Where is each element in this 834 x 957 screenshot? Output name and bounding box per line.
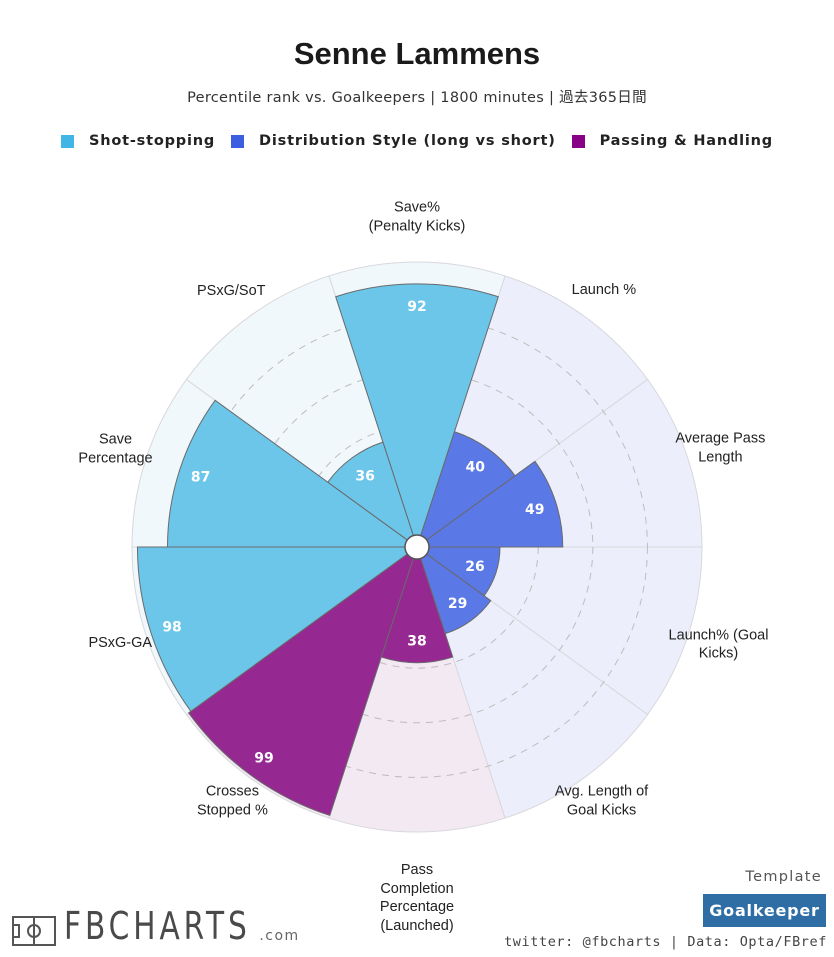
value-label-7: 98 <box>162 620 181 636</box>
legend-label-passing: Passing & Handling <box>599 133 773 149</box>
category-label-2: Average Pass Length <box>675 430 766 466</box>
value-label-4: 29 <box>448 596 467 612</box>
category-label-8: Save Percentage <box>78 431 153 467</box>
category-label-6: Crosses Stopped % <box>196 783 268 819</box>
category-label-9: PSxG/SoT <box>197 283 266 300</box>
legend-swatch-passing <box>571 134 585 148</box>
value-label-1: 40 <box>466 460 486 476</box>
legend-item-distribution: Distribution Style (long vs short) <box>231 133 556 149</box>
legend-item-shot-stopping: Shot-stopping <box>61 133 215 149</box>
category-label-5: Pass Completion Percentage (Launched) <box>379 862 455 934</box>
fbcharts-logo: FBCHARTS .com <box>12 906 300 946</box>
category-label-3: Launch% (Goal Kicks) <box>668 627 769 662</box>
legend: Shot-stopping Distribution Style (long v… <box>0 133 834 149</box>
chart-title: Senne Lammens <box>293 36 541 71</box>
value-label-5: 38 <box>407 634 426 650</box>
legend-swatch-distribution <box>231 134 245 148</box>
logo-suffix: .com <box>259 928 300 944</box>
category-label-0: Save% (Penalty Kicks) <box>368 199 466 235</box>
legend-label-distribution: Distribution Style (long vs short) <box>259 133 556 149</box>
template-badge: Goalkeeper <box>703 894 826 927</box>
legend-label-shot-stopping: Shot-stopping <box>89 133 216 149</box>
legend-swatch-shot-stopping <box>61 134 74 148</box>
logo-text: FBCHARTS <box>64 904 251 948</box>
legend-item-passing: Passing & Handling <box>571 133 773 149</box>
credit-text: twitter: @fbcharts | Data: Opta/FBref <box>504 934 827 950</box>
value-label-6: 99 <box>254 751 273 767</box>
value-label-0: 92 <box>407 299 426 315</box>
value-label-2: 49 <box>525 502 544 518</box>
template-label: Template <box>745 869 822 885</box>
value-label-8: 87 <box>191 470 210 486</box>
chart-subtitle: Percentile rank vs. Goalkeepers | 1800 m… <box>187 90 647 106</box>
center-circle <box>404 534 430 560</box>
category-label-1: Launch % <box>571 281 637 298</box>
value-label-3: 26 <box>465 559 484 575</box>
category-label-7: PSxG-GA <box>88 635 153 652</box>
category-label-4: Avg. Length of Goal Kicks <box>554 783 649 819</box>
pitch-icon <box>12 916 56 946</box>
value-label-9: 36 <box>355 469 374 485</box>
